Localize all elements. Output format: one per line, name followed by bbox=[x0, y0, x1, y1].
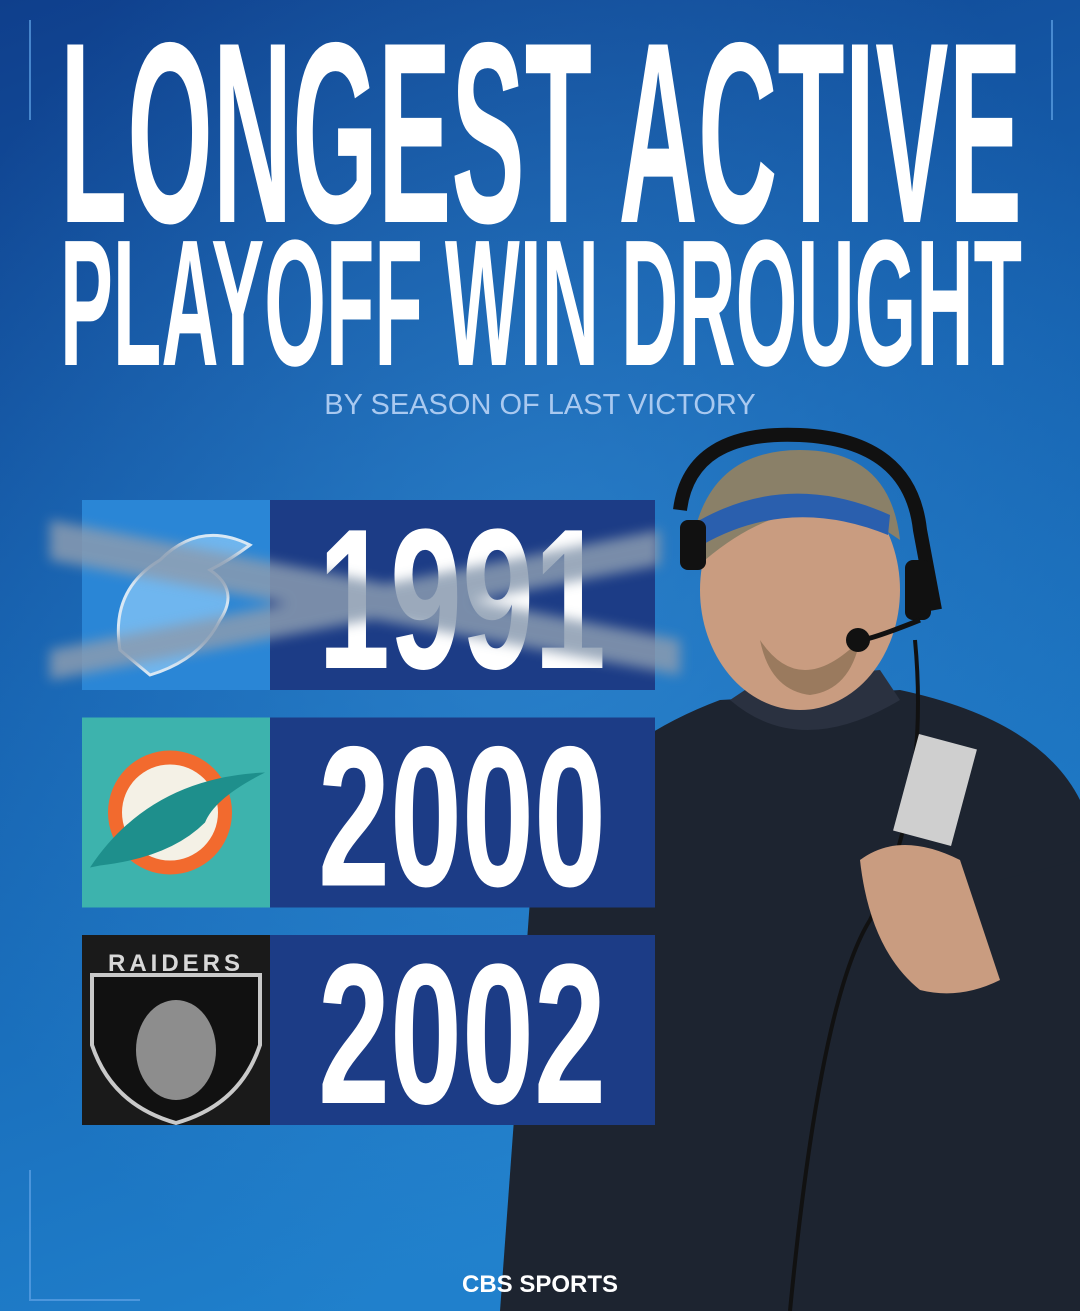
cross-out bbox=[50, 520, 680, 680]
drought-row: RAIDERS 2002 bbox=[82, 923, 655, 1146]
logo-dolphin bbox=[90, 772, 265, 868]
year: 2002 bbox=[318, 923, 606, 1146]
title-line: PLAYOFF WIN DROUGHT bbox=[60, 203, 1022, 404]
cross-stroke bbox=[50, 530, 660, 680]
logo-helmet bbox=[136, 1000, 216, 1100]
drought-row: 1991 bbox=[50, 488, 680, 711]
subtitle: BY SEASON OF LAST VICTORY bbox=[324, 389, 755, 421]
footer-brand: CBS SPORTS bbox=[462, 1271, 618, 1298]
title-line: LONGEST ACTIVE bbox=[60, 0, 1022, 277]
drought-row: 2000 bbox=[82, 706, 655, 929]
year-box bbox=[270, 935, 655, 1125]
drought-list: 19912000 RAIDERS 2002 bbox=[50, 488, 680, 1146]
year-box bbox=[270, 717, 655, 908]
year: 2000 bbox=[318, 706, 606, 929]
logo-text: RAIDERS bbox=[108, 950, 244, 977]
